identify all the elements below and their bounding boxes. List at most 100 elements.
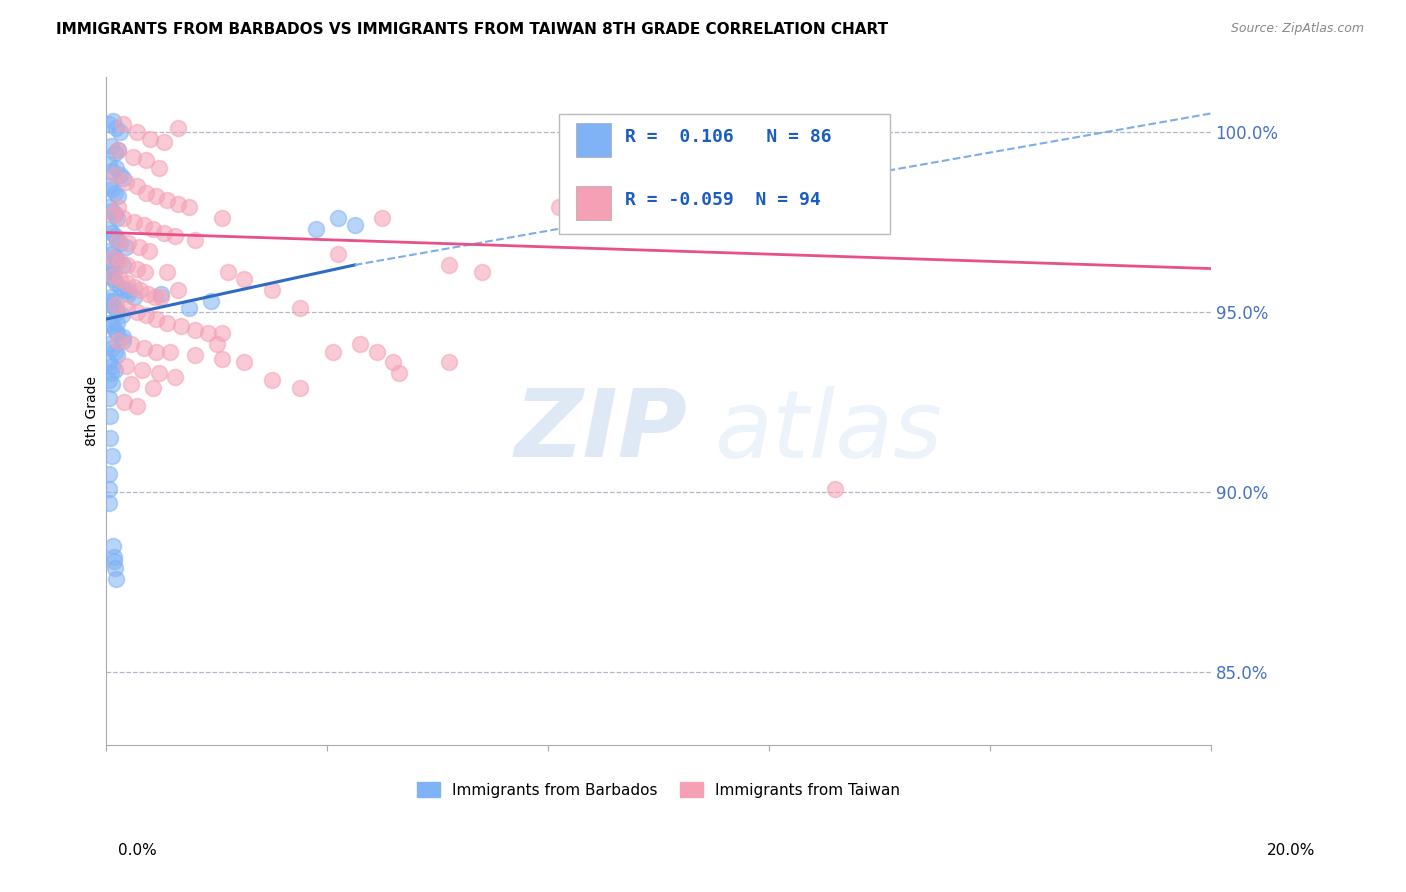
Point xyxy=(100,449,122,463)
Point xyxy=(108,279,131,293)
Point xyxy=(103,251,125,265)
Point xyxy=(108,254,131,268)
Point xyxy=(98,117,121,131)
Point xyxy=(548,200,571,214)
Point xyxy=(103,301,125,316)
Point xyxy=(101,113,124,128)
Point xyxy=(98,373,121,387)
Point xyxy=(143,290,166,304)
Point xyxy=(122,279,145,293)
Point xyxy=(125,124,148,138)
Point xyxy=(112,283,135,297)
Point xyxy=(366,344,388,359)
Point xyxy=(103,229,125,244)
Point xyxy=(328,211,350,225)
Point xyxy=(177,200,200,214)
Point xyxy=(105,276,128,290)
Point xyxy=(122,215,145,229)
Point xyxy=(100,182,122,196)
Point xyxy=(101,207,124,221)
Text: 20.0%: 20.0% xyxy=(1267,843,1315,858)
Point xyxy=(103,146,125,161)
Point xyxy=(100,359,122,373)
Point xyxy=(115,276,138,290)
Point xyxy=(101,251,124,265)
Point xyxy=(98,355,121,369)
Point xyxy=(103,265,125,279)
Point xyxy=(117,286,139,301)
Point xyxy=(105,211,128,225)
Point xyxy=(100,376,122,391)
Point xyxy=(101,272,124,286)
Point xyxy=(108,124,131,138)
Point xyxy=(101,268,124,283)
Point xyxy=(233,272,256,286)
Point xyxy=(167,120,190,135)
Point xyxy=(98,316,121,330)
Point xyxy=(120,337,142,351)
Point xyxy=(101,539,124,553)
Point xyxy=(142,222,165,236)
Point xyxy=(824,482,846,496)
Point xyxy=(136,286,159,301)
Point xyxy=(211,211,233,225)
Point xyxy=(260,373,283,387)
Point xyxy=(105,120,128,135)
Point xyxy=(183,233,205,247)
Point xyxy=(115,301,138,316)
Point xyxy=(125,399,148,413)
Point xyxy=(148,161,170,175)
Point xyxy=(100,226,122,240)
Point xyxy=(107,143,129,157)
Point xyxy=(120,376,142,391)
Point xyxy=(105,298,128,312)
Text: R =  0.106   N = 86: R = 0.106 N = 86 xyxy=(626,128,832,146)
Point xyxy=(98,200,121,214)
Point xyxy=(288,301,311,316)
Point xyxy=(100,261,122,276)
Point xyxy=(100,268,122,283)
Point xyxy=(211,326,233,341)
Text: Source: ZipAtlas.com: Source: ZipAtlas.com xyxy=(1230,22,1364,36)
Point xyxy=(103,550,125,565)
Point xyxy=(471,265,494,279)
Point xyxy=(98,467,121,482)
Point xyxy=(105,305,128,319)
Point xyxy=(148,366,170,380)
Point xyxy=(100,319,122,334)
Point xyxy=(100,341,122,355)
Point xyxy=(103,344,125,359)
Y-axis label: 8th Grade: 8th Grade xyxy=(86,376,100,446)
Point xyxy=(125,261,148,276)
Text: IMMIGRANTS FROM BARBADOS VS IMMIGRANTS FROM TAIWAN 8TH GRADE CORRELATION CHART: IMMIGRANTS FROM BARBADOS VS IMMIGRANTS F… xyxy=(56,22,889,37)
Point xyxy=(100,164,122,178)
Point xyxy=(98,431,121,445)
Point xyxy=(129,283,152,297)
Point xyxy=(98,244,121,258)
Point xyxy=(98,157,121,171)
Point xyxy=(131,362,153,376)
Point xyxy=(167,196,190,211)
Point xyxy=(382,355,405,369)
Text: atlas: atlas xyxy=(714,385,942,476)
Point xyxy=(177,301,200,316)
Point xyxy=(107,334,129,348)
Point xyxy=(165,369,187,384)
Point xyxy=(114,359,136,373)
Point xyxy=(107,143,129,157)
Point xyxy=(105,348,128,362)
Point xyxy=(134,265,156,279)
Point xyxy=(156,316,179,330)
Point xyxy=(103,168,125,182)
Point xyxy=(107,233,129,247)
Point xyxy=(111,171,134,186)
Text: 0.0%: 0.0% xyxy=(118,843,157,858)
Point xyxy=(103,207,125,221)
Point xyxy=(114,175,136,189)
Point xyxy=(98,337,121,351)
Point xyxy=(328,247,350,261)
Point xyxy=(111,117,134,131)
Point xyxy=(205,337,228,351)
Point xyxy=(103,554,125,568)
Point xyxy=(153,136,176,150)
